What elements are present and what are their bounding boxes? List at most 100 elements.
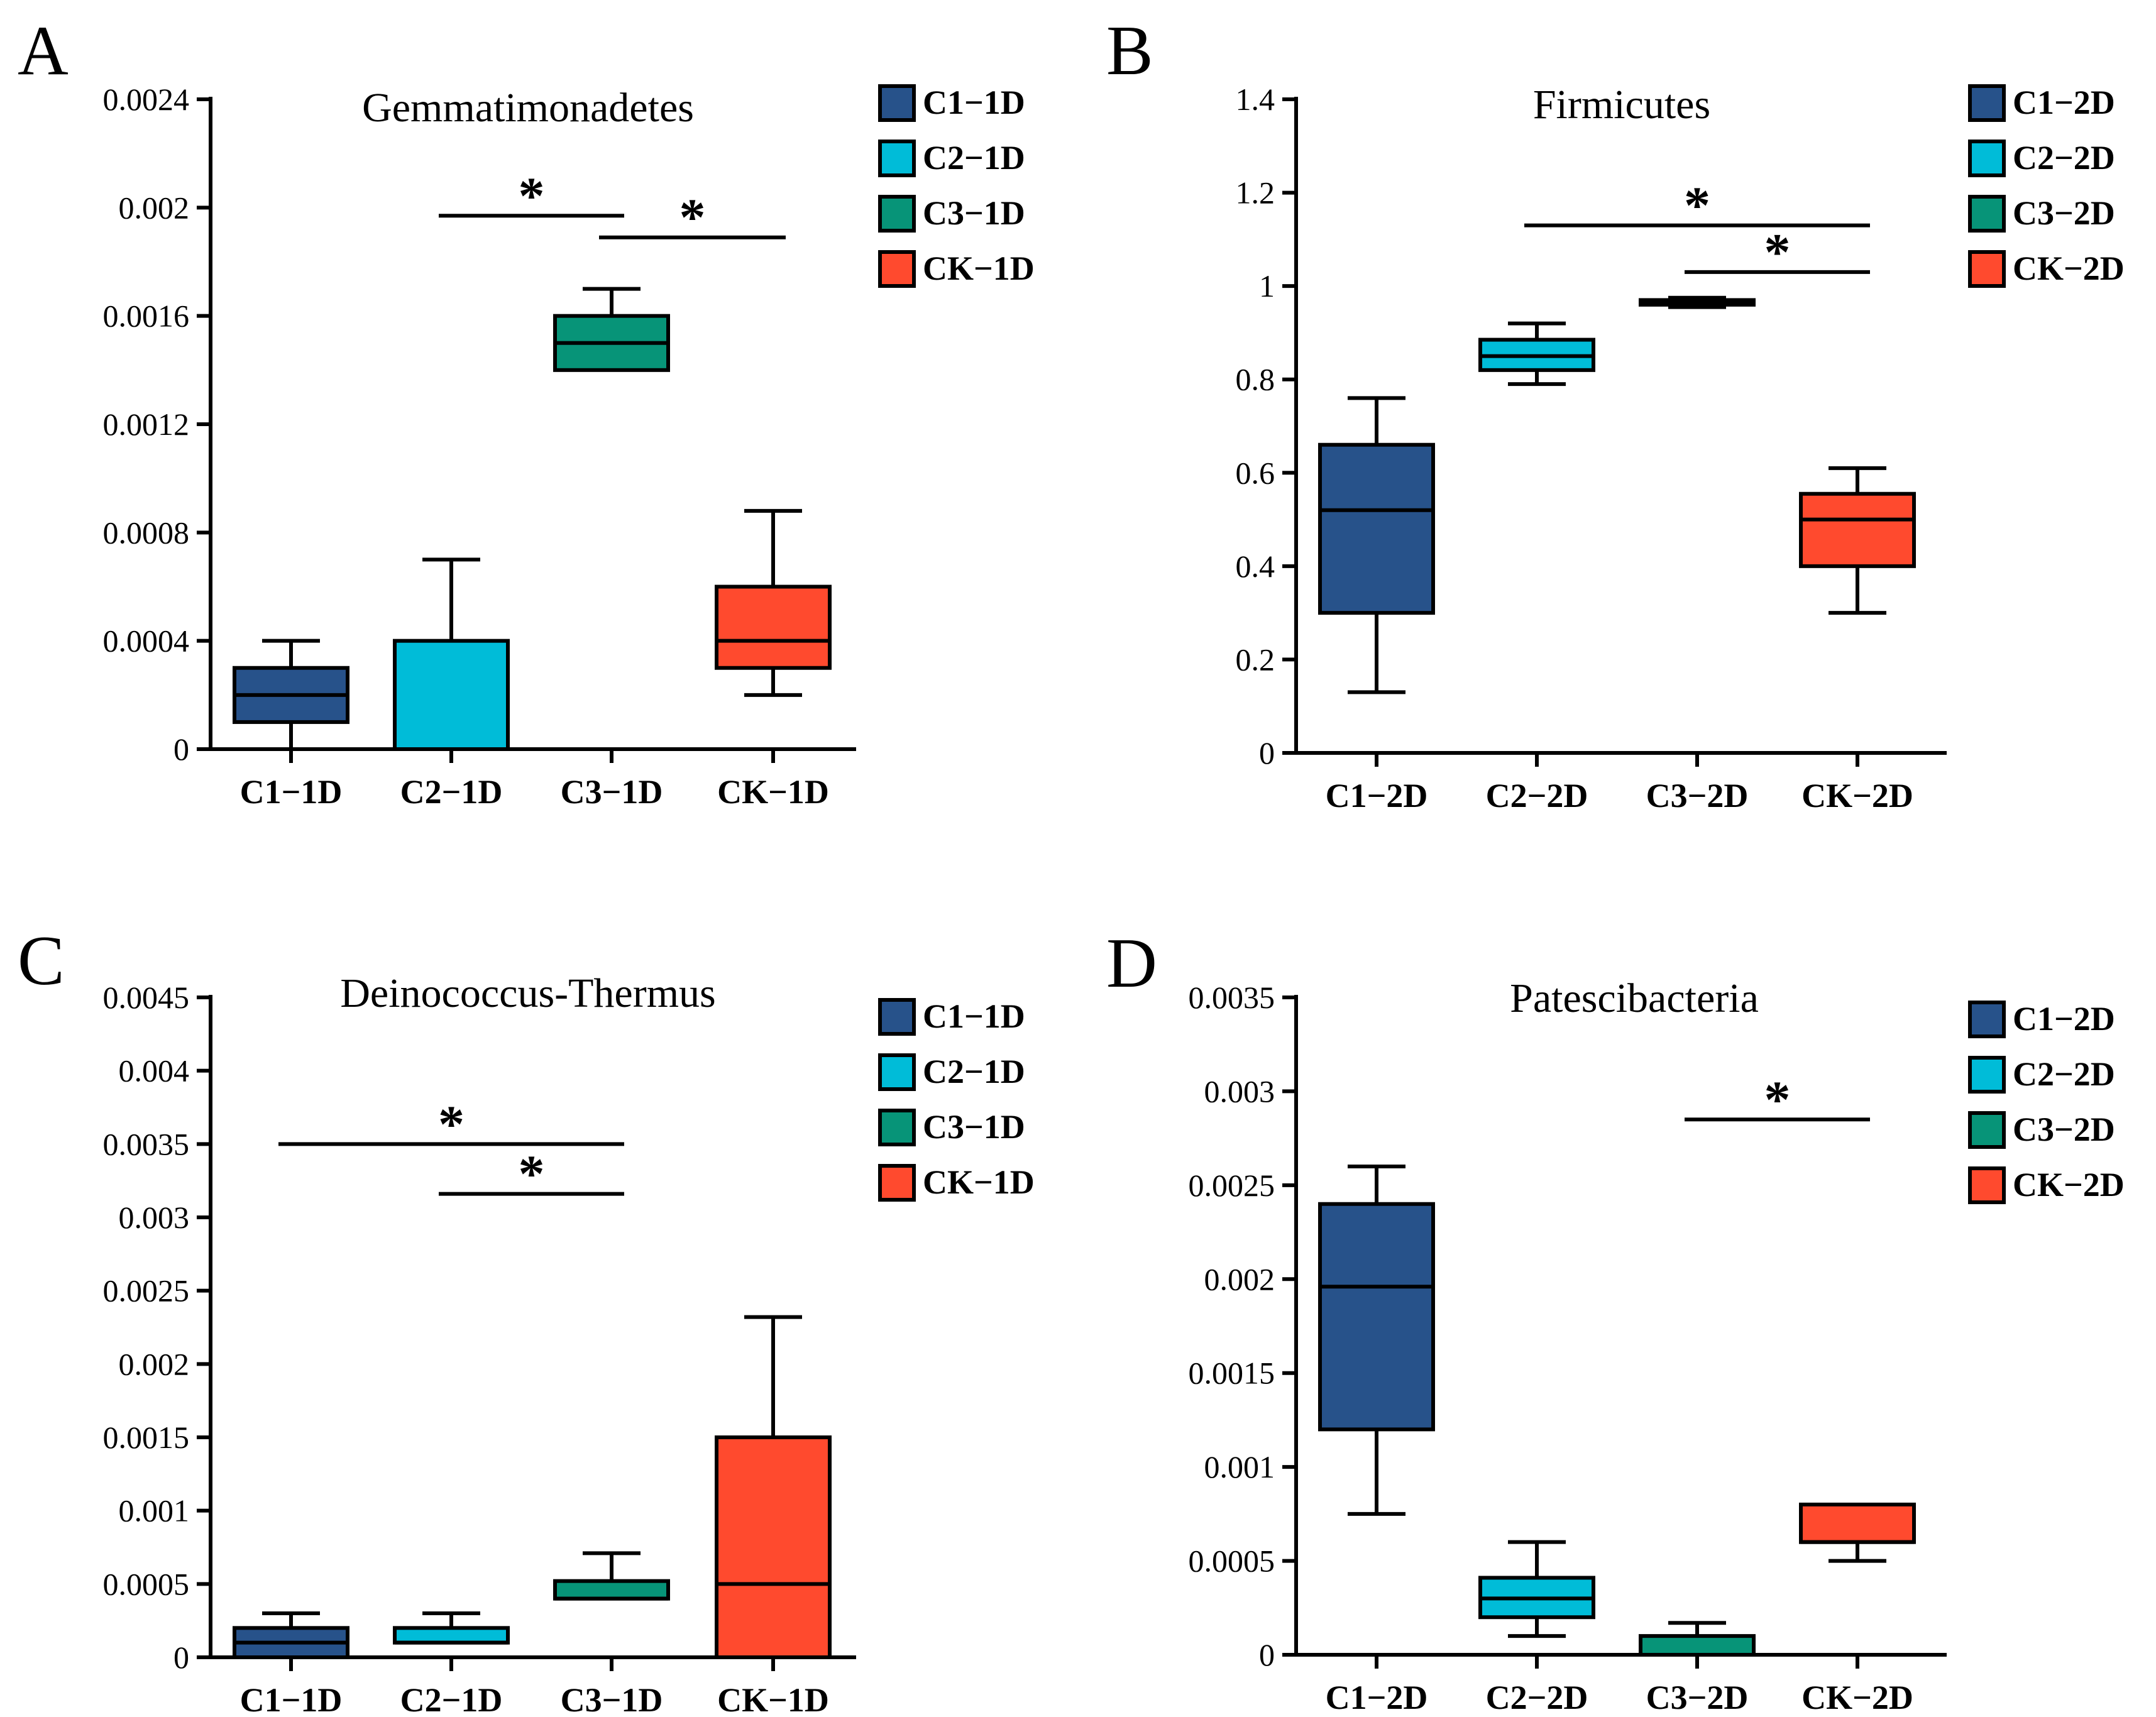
y-tick-label: 0.8: [1236, 362, 1275, 397]
x-tick-label: CK−2D: [1801, 1679, 1913, 1716]
box-4: [715, 1315, 832, 1659]
legend-label: CK−2D: [2013, 1166, 2125, 1204]
box-3: [553, 1551, 670, 1601]
box-body: [1799, 491, 1916, 568]
chart-title-b: Firmicutes: [1533, 82, 1710, 128]
box-body: [715, 584, 832, 670]
box-3: [1639, 1621, 1756, 1657]
box-body: [393, 1626, 510, 1645]
significance-star: *: [679, 189, 706, 247]
y-tick-label: 0: [1259, 735, 1275, 771]
box-3: [553, 287, 670, 372]
significance-star: *: [519, 167, 545, 225]
box-body: [1318, 442, 1435, 615]
legend-swatch: [878, 250, 916, 288]
legend-label: C1−1D: [923, 997, 1025, 1035]
x-tick-label: C3−2D: [1646, 777, 1749, 815]
y-tick-label: 0.0045: [103, 980, 190, 1015]
legend-swatch: [878, 998, 916, 1036]
y-tick-label: 0.4: [1236, 549, 1275, 584]
panel-letter-a: A: [18, 12, 69, 90]
panel-a: A Gemmatimonadetes 0 0.0004 0.0008 0.0012 0.…: [18, 12, 1035, 811]
chart-title-c: Deinococcus-Thermus: [340, 970, 715, 1016]
x-tick-label: CK−2D: [1801, 777, 1913, 815]
box-2: [1478, 1540, 1595, 1638]
legend-label: C3−2D: [2013, 1111, 2115, 1148]
legend-swatch: [1968, 140, 2006, 177]
significance-star: *: [438, 1095, 465, 1153]
x-tick-label: C3−1D: [561, 773, 663, 811]
plot-area-a: 0 0.0004 0.0008 0.0012 0.0016 0.002 0.0024 C1−1…: [103, 82, 1035, 811]
x-tick-label: C1−2D: [1326, 777, 1428, 815]
legend-label: C3−1D: [923, 1108, 1025, 1146]
y-tick-label: 0.0025: [103, 1273, 190, 1308]
x-tick-label: C2−2D: [1486, 777, 1588, 815]
panel-c: C Deinococcus-Thermus 0 0.0005 0.001 0.0015…: [18, 922, 1035, 1717]
chart-title-a: Gemmatimonadetes: [362, 85, 694, 131]
box-body: [1318, 1202, 1435, 1432]
y-tick-label: 0.002: [119, 1346, 190, 1381]
plot-area-b: 0 0.2 0.4 0.6 0.8 1 1.2 1.4 C1−2D C2−2D C3−2D CK−2D…: [1236, 82, 2125, 815]
box-body: [1639, 1634, 1756, 1657]
legend-swatch: [1968, 1166, 2006, 1204]
significance-star: *: [1764, 223, 1791, 282]
plot-area-d: 0 0.0005 0.001 0.0015 0.002 0.0025 0.003 0.0035…: [1189, 980, 2125, 1716]
y-tick-label: 0.0012: [103, 407, 190, 442]
legend-swatch: [878, 1164, 916, 1202]
significance-star: *: [519, 1145, 545, 1204]
legend-swatch: [1968, 1056, 2006, 1094]
x-tick-label: C3−2D: [1646, 1679, 1749, 1716]
y-tick-label: 0: [173, 1640, 189, 1675]
y-tick-label: 1: [1259, 268, 1275, 304]
legend-swatch: [1968, 195, 2006, 233]
legend-label: C2−1D: [923, 1053, 1025, 1090]
box-4: [1799, 466, 1916, 615]
panel-letter-d: D: [1106, 924, 1157, 1002]
legend-label: C2−1D: [923, 139, 1025, 177]
box-4: [715, 508, 832, 697]
y-tick-label: 0.6: [1236, 455, 1275, 490]
y-tick-label: 0.003: [119, 1200, 190, 1235]
box-body: [715, 1435, 832, 1659]
panel-letter-b: B: [1106, 12, 1153, 90]
panel-letter-c: C: [18, 922, 65, 1000]
legend-swatch: [878, 1109, 916, 1146]
y-tick-label: 0.0005: [103, 1566, 190, 1601]
y-tick-label: 0.0008: [103, 515, 190, 550]
x-tick-label: CK−1D: [717, 773, 829, 811]
x-tick-label: C1−2D: [1326, 1679, 1428, 1716]
box-4: [1799, 1502, 1916, 1563]
y-tick-label: 0: [173, 732, 189, 767]
x-tick-label: CK−1D: [717, 1681, 829, 1717]
box-2: [393, 557, 510, 752]
legend-label: C3−2D: [2013, 194, 2115, 232]
x-tick-label: C2−1D: [400, 1681, 503, 1717]
legend-label: C3−1D: [923, 194, 1025, 232]
legend-label: CK−1D: [923, 250, 1035, 287]
panel-b: B Firmicutes 0 0.2 0.4 0.6 0.8 1 1.2 1.4 C1−2D C2…: [1106, 12, 2125, 815]
box-2: [1478, 321, 1595, 387]
chart-title-d: Patescibacteria: [1510, 975, 1759, 1021]
box-1: [1318, 396, 1435, 694]
plot-area-c: 0 0.0005 0.001 0.0015 0.002 0.0025 0.003 0.0035…: [103, 980, 1035, 1717]
y-tick-label: 0.2: [1236, 642, 1275, 677]
y-tick-label: 0.003: [1204, 1073, 1275, 1109]
y-tick-label: 0.0004: [103, 623, 190, 659]
x-tick-label: C2−1D: [400, 773, 503, 811]
box-body: [393, 639, 510, 752]
y-tick-label: 0.0035: [1189, 980, 1275, 1015]
box-2: [393, 1611, 510, 1645]
legend-label: C1−2D: [2013, 1000, 2115, 1038]
legend-swatch: [1968, 1111, 2006, 1149]
box-1: [233, 1611, 349, 1659]
y-tick-label: 0.0025: [1189, 1168, 1275, 1203]
y-tick-label: 1.4: [1236, 82, 1275, 117]
x-tick-label: C1−1D: [240, 1681, 343, 1717]
panel-d: D Patescibacteria 0 0.0005 0.001 0.0015 0.00…: [1106, 924, 2125, 1716]
y-tick-label: 0.004: [119, 1053, 190, 1089]
y-tick-label: 0.001: [1204, 1449, 1275, 1484]
x-tick-label: C2−2D: [1486, 1679, 1588, 1716]
legend-swatch: [878, 140, 916, 177]
legend-label: CK−2D: [2013, 250, 2125, 287]
